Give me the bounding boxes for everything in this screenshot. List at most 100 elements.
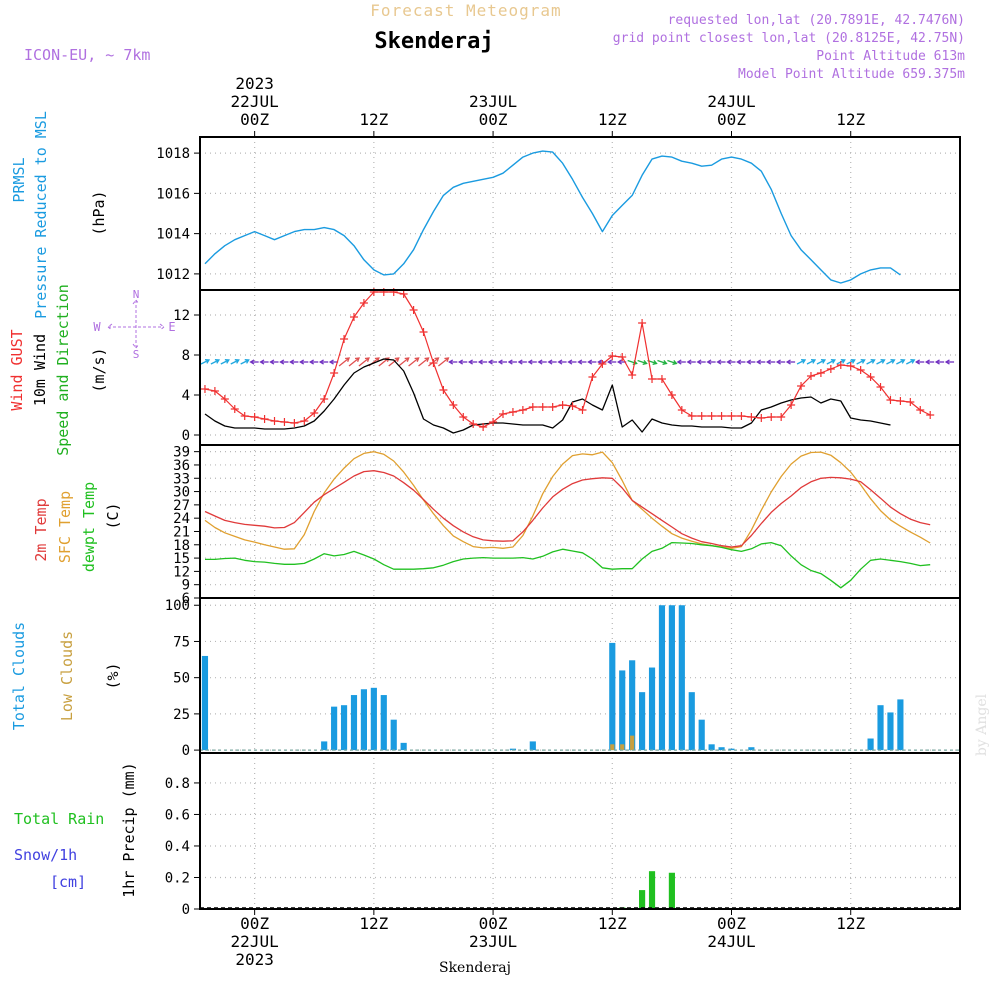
y-tick-label-1: 4 bbox=[182, 388, 190, 404]
gust-marker-73 bbox=[926, 411, 935, 419]
y-tick-label-1: 9 bbox=[182, 578, 190, 594]
wind-arrow-head-46 bbox=[662, 360, 668, 366]
wind-arrow-head-23 bbox=[434, 357, 440, 362]
pressure-label-2: Pressure Reduced to MSL bbox=[32, 111, 50, 319]
y-tick-label-5: 21 bbox=[173, 524, 190, 540]
t2m-label: 2m Temp bbox=[32, 498, 50, 561]
gust-marker-71 bbox=[906, 398, 915, 406]
wind-direction-arrow-3 bbox=[230, 359, 240, 365]
low-clouds-label: Low Clouds bbox=[58, 631, 76, 721]
rain-bar-3 bbox=[648, 871, 656, 909]
top-axis-label-2-0: 23JUL bbox=[469, 92, 517, 111]
y-tick-label-1: 0.2 bbox=[165, 870, 190, 886]
wind-arrow-head-74 bbox=[934, 359, 940, 365]
gust-marker-22 bbox=[419, 328, 428, 336]
compass-n: N bbox=[133, 288, 140, 301]
total-cloud-bar-20 bbox=[400, 742, 407, 751]
requested-coords: requested lon,lat (20.7891E, 42.7476N) bbox=[668, 13, 965, 28]
total-cloud-bar-43 bbox=[629, 660, 636, 751]
wind-arrow-head-69 bbox=[890, 359, 896, 364]
wind-arrow-head-54 bbox=[736, 359, 742, 365]
gust-marker-57 bbox=[767, 413, 776, 421]
gust-marker-64 bbox=[836, 361, 845, 369]
wind-direction-arrow-43 bbox=[627, 359, 637, 365]
bottom-axis-label-0-2: 2023 bbox=[235, 950, 274, 969]
gust-marker-47 bbox=[667, 391, 676, 399]
total-cloud-bar-45 bbox=[648, 667, 656, 751]
gust-marker-23 bbox=[429, 359, 438, 367]
gust-marker-9 bbox=[290, 419, 299, 427]
footer-location: Skenderaj bbox=[439, 960, 511, 976]
total-clouds-label: Total Clouds bbox=[10, 622, 28, 730]
wind-arrow-head-2 bbox=[224, 359, 230, 364]
gust-marker-41 bbox=[608, 352, 617, 360]
wind-arrow-head-67 bbox=[870, 359, 876, 364]
sfc-temp-label: SFC Temp bbox=[56, 491, 74, 563]
wind-arrow-head-6 bbox=[259, 359, 265, 365]
gust-marker-56 bbox=[757, 414, 766, 422]
total-cloud-bar-53 bbox=[728, 748, 735, 751]
wind-direction-arrow-24 bbox=[437, 357, 449, 367]
gust-marker-63 bbox=[826, 365, 835, 373]
gust-marker-30 bbox=[499, 410, 508, 418]
y-tick-label-3: 1018 bbox=[156, 146, 190, 162]
wind-arrow-head-25 bbox=[448, 359, 454, 365]
gust-marker-44 bbox=[638, 319, 647, 327]
y-tick-label-3: 75 bbox=[173, 634, 190, 650]
wind-direction-arrow-66 bbox=[856, 359, 865, 365]
rain-bar-2 bbox=[639, 890, 646, 909]
pressure-label-1: PRMSL bbox=[10, 157, 28, 202]
wind-direction-arrow-15 bbox=[348, 357, 360, 367]
wind-arrow-head-52 bbox=[716, 359, 722, 365]
total-cloud-bar-51 bbox=[708, 744, 715, 751]
gust-marker-66 bbox=[856, 366, 865, 374]
y-tick-label-10: 36 bbox=[173, 458, 190, 474]
gust-marker-32 bbox=[518, 406, 527, 414]
wind-direction-arrow-69 bbox=[886, 359, 895, 365]
top-axis-label-0-2: 00Z bbox=[240, 110, 269, 129]
gust-marker-59 bbox=[787, 401, 796, 409]
gust-marker-4 bbox=[240, 412, 249, 420]
total-cloud-bar-15 bbox=[350, 695, 358, 751]
gridpoint-coords: grid point closest lon,lat (20.8125E, 42… bbox=[613, 31, 965, 46]
bottom-axis-label-2-1: 23JUL bbox=[469, 932, 517, 951]
gust-marker-34 bbox=[538, 403, 547, 411]
y-tick-label-2: 50 bbox=[173, 671, 190, 687]
total-cloud-bar-67 bbox=[867, 738, 874, 751]
wind-arrow-head-45 bbox=[652, 360, 658, 366]
gust-marker-3 bbox=[230, 405, 239, 413]
gust-marker-53 bbox=[727, 412, 736, 420]
wind-arrow-head-48 bbox=[676, 359, 682, 365]
gust-marker-55 bbox=[747, 413, 756, 421]
gust-marker-54 bbox=[737, 412, 746, 420]
gust-marker-49 bbox=[687, 412, 696, 420]
wind-gust-label: Wind GUST bbox=[8, 329, 26, 410]
wind-direction-arrow-1 bbox=[210, 359, 220, 365]
wind-direction-arrow-14 bbox=[338, 357, 350, 367]
wind-arrow-head-9 bbox=[289, 359, 295, 365]
rain-label: Total Rain bbox=[14, 810, 104, 828]
bottom-axis-label-5-0: 12Z bbox=[836, 914, 865, 933]
wind-arrow-head-11 bbox=[308, 359, 315, 365]
gust-marker-37 bbox=[568, 402, 577, 410]
gust-marker-52 bbox=[717, 412, 726, 420]
gust-marker-68 bbox=[876, 383, 885, 391]
wind-arrow-head-37 bbox=[567, 359, 573, 365]
wind-arrow-head-38 bbox=[577, 359, 583, 365]
wind-arrow-head-16 bbox=[364, 357, 370, 362]
panel-frame-0 bbox=[199, 136, 961, 291]
y-tick-label-1: 1014 bbox=[156, 227, 190, 243]
y-tick-label-0: 0 bbox=[182, 743, 190, 759]
y-tick-label-11: 39 bbox=[173, 445, 190, 461]
y-tick-label-2: 12 bbox=[173, 564, 190, 580]
wind-arrow-head-65 bbox=[850, 359, 856, 364]
y-tick-label-4: 100 bbox=[165, 598, 190, 614]
gust-marker-26 bbox=[459, 413, 468, 421]
wind-arrow-head-15 bbox=[354, 357, 360, 362]
y-tick-label-4: 0.8 bbox=[165, 776, 190, 792]
wind-arrow-head-71 bbox=[910, 359, 916, 364]
panel-frame-4 bbox=[199, 752, 961, 910]
